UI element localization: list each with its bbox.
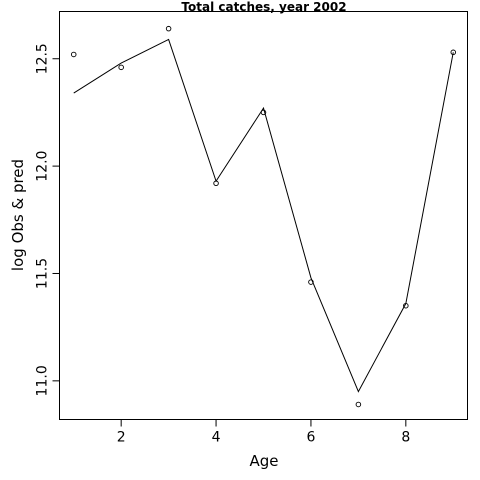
chart-title: Total catches, year 2002 xyxy=(181,0,346,14)
series-layer xyxy=(70,25,457,408)
x-tick-label: 4 xyxy=(212,430,221,446)
x-tick-label: 8 xyxy=(401,430,410,446)
observed-point xyxy=(355,401,362,408)
observed-point xyxy=(118,64,124,71)
plot-frame xyxy=(59,11,468,420)
x-tick-label: 6 xyxy=(306,430,315,446)
y-tick-label: 11.0 xyxy=(35,365,51,396)
y-tick-label: 12.5 xyxy=(35,43,51,74)
observed-point xyxy=(165,25,172,32)
y-tick-label: 12.0 xyxy=(35,151,51,182)
predicted-line xyxy=(73,38,454,393)
y-axis-label: log Obs & pred xyxy=(9,159,27,271)
x-axis-label: Age xyxy=(249,452,278,470)
x-tick-label: 2 xyxy=(117,430,126,446)
y-axis: 11.0 11.5 12.0 12.5 xyxy=(35,43,60,396)
y-tick-label: 11.5 xyxy=(35,258,51,289)
observed-point xyxy=(70,51,77,58)
x-axis: 2 4 6 8 xyxy=(117,419,410,446)
